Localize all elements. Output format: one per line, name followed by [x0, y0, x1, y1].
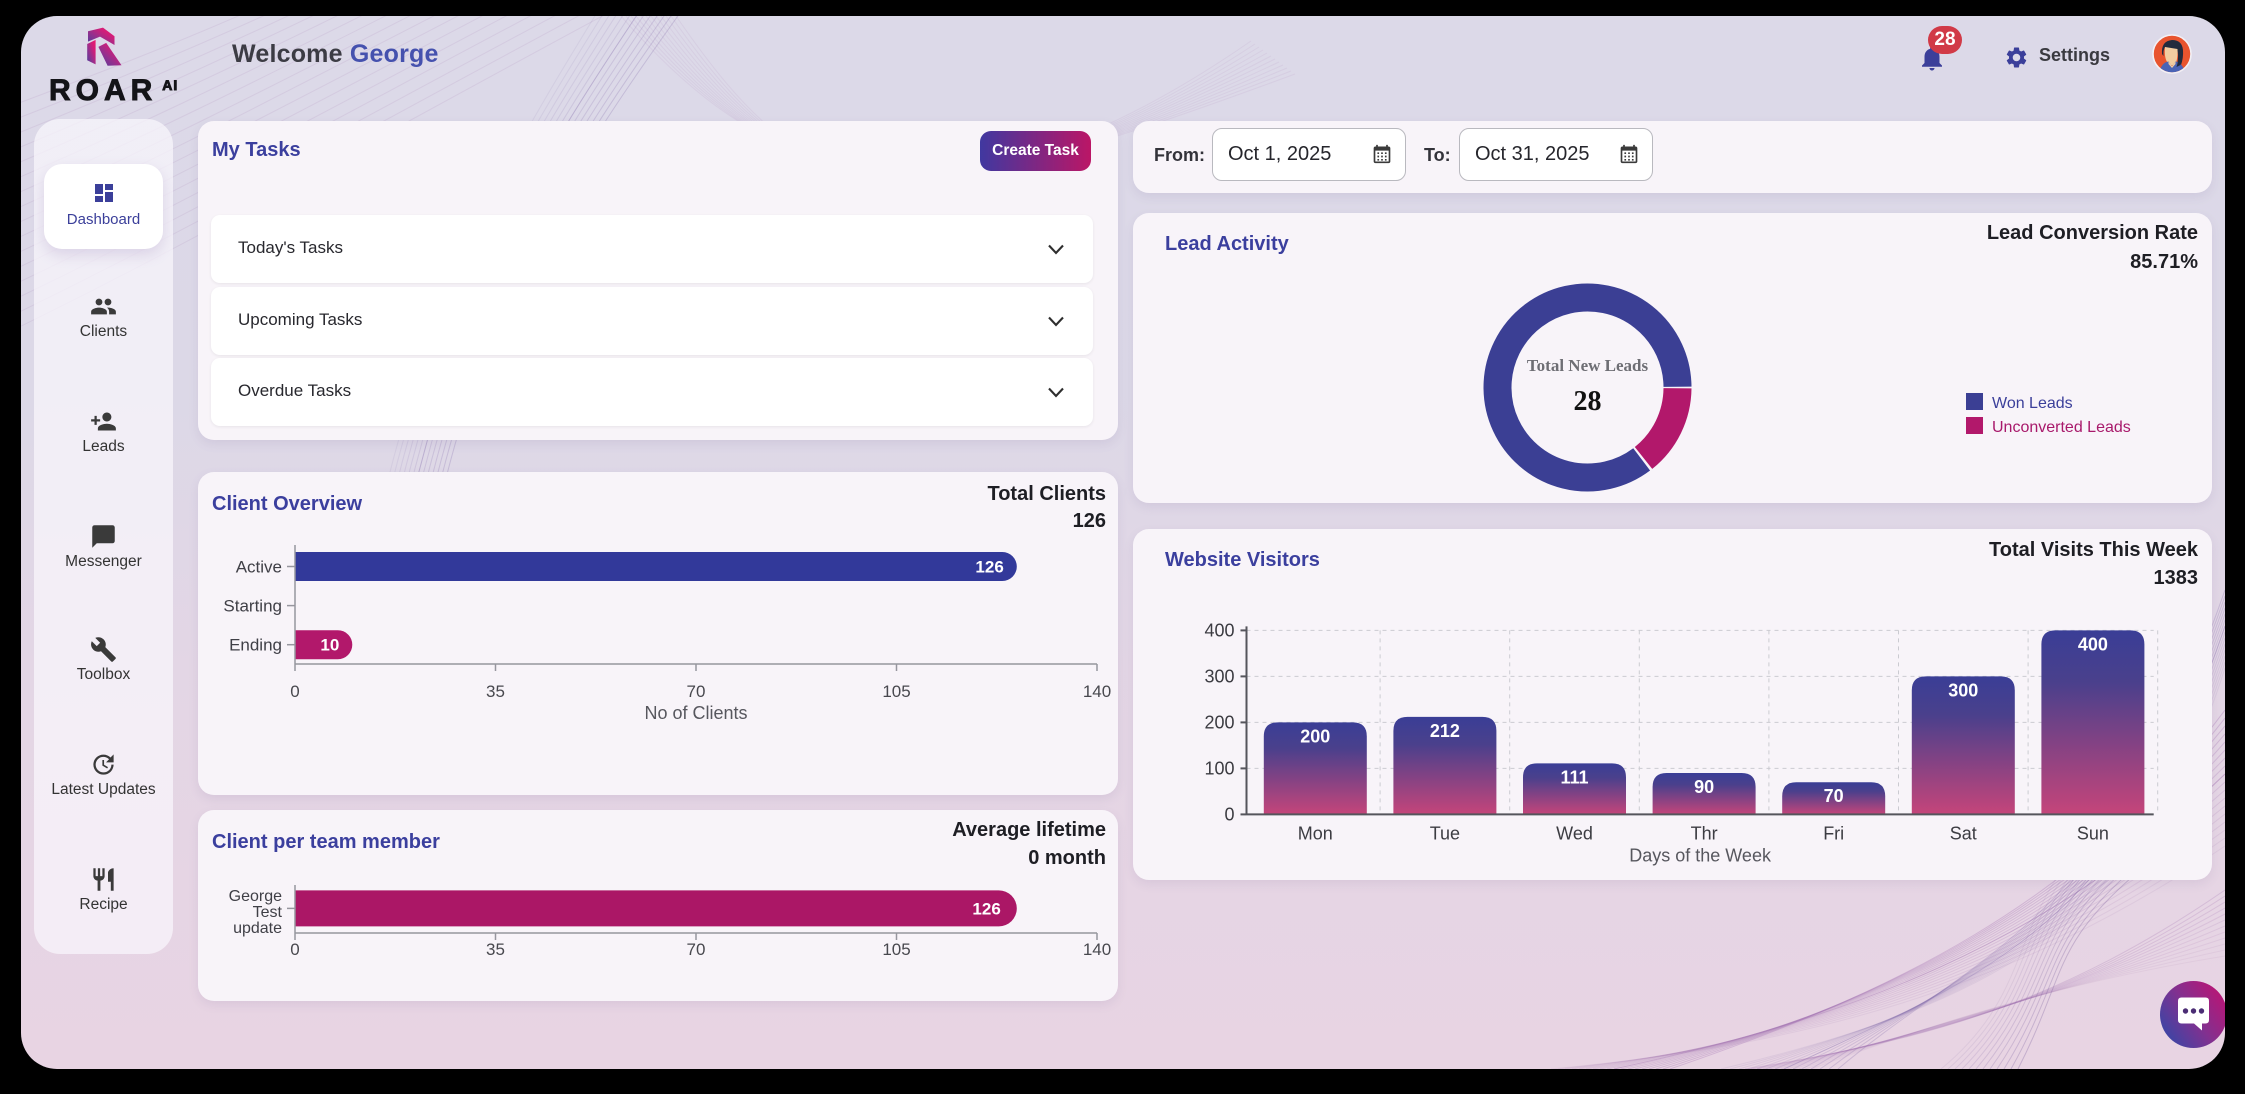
svg-text:200: 200 [1300, 726, 1330, 746]
svg-text:No of Clients: No of Clients [644, 703, 747, 723]
svg-text:35: 35 [486, 940, 505, 959]
svg-text:Active: Active [236, 558, 282, 577]
svg-text:111: 111 [1560, 767, 1588, 787]
svg-text:200: 200 [1204, 712, 1234, 732]
svg-text:70: 70 [687, 940, 706, 959]
svg-text:105: 105 [882, 940, 910, 959]
svg-text:35: 35 [486, 682, 505, 701]
svg-text:140: 140 [1083, 682, 1111, 701]
svg-text:Starting: Starting [223, 597, 282, 616]
svg-text:Tue: Tue [1430, 823, 1460, 843]
svg-text:400: 400 [1204, 620, 1234, 640]
svg-text:100: 100 [1204, 758, 1234, 778]
svg-text:105: 105 [882, 682, 910, 701]
svg-text:0: 0 [290, 682, 299, 701]
svg-text:Sat: Sat [1950, 823, 1977, 843]
svg-text:70: 70 [1824, 786, 1844, 806]
svg-text:Thr: Thr [1691, 823, 1718, 843]
svg-text:Mon: Mon [1298, 823, 1333, 843]
svg-text:90: 90 [1694, 777, 1714, 797]
svg-text:400: 400 [2078, 634, 2108, 654]
svg-text:70: 70 [687, 682, 706, 701]
svg-text:Sun: Sun [2077, 823, 2109, 843]
svg-text:300: 300 [1204, 666, 1234, 686]
svg-text:update: update [233, 920, 282, 937]
svg-text:0: 0 [1224, 804, 1234, 824]
svg-text:212: 212 [1430, 721, 1460, 741]
svg-text:Fri: Fri [1823, 823, 1844, 843]
svg-text:George: George [229, 888, 282, 905]
svg-text:Days of the Week: Days of the Week [1629, 845, 1772, 865]
svg-text:126: 126 [972, 899, 1000, 918]
svg-text:0: 0 [290, 940, 299, 959]
svg-text:Test: Test [253, 904, 283, 921]
svg-text:126: 126 [975, 558, 1003, 577]
svg-text:140: 140 [1083, 940, 1111, 959]
svg-text:10: 10 [320, 636, 339, 655]
svg-text:Ending: Ending [229, 636, 282, 655]
svg-text:Wed: Wed [1556, 823, 1593, 843]
svg-text:300: 300 [1948, 680, 1978, 700]
